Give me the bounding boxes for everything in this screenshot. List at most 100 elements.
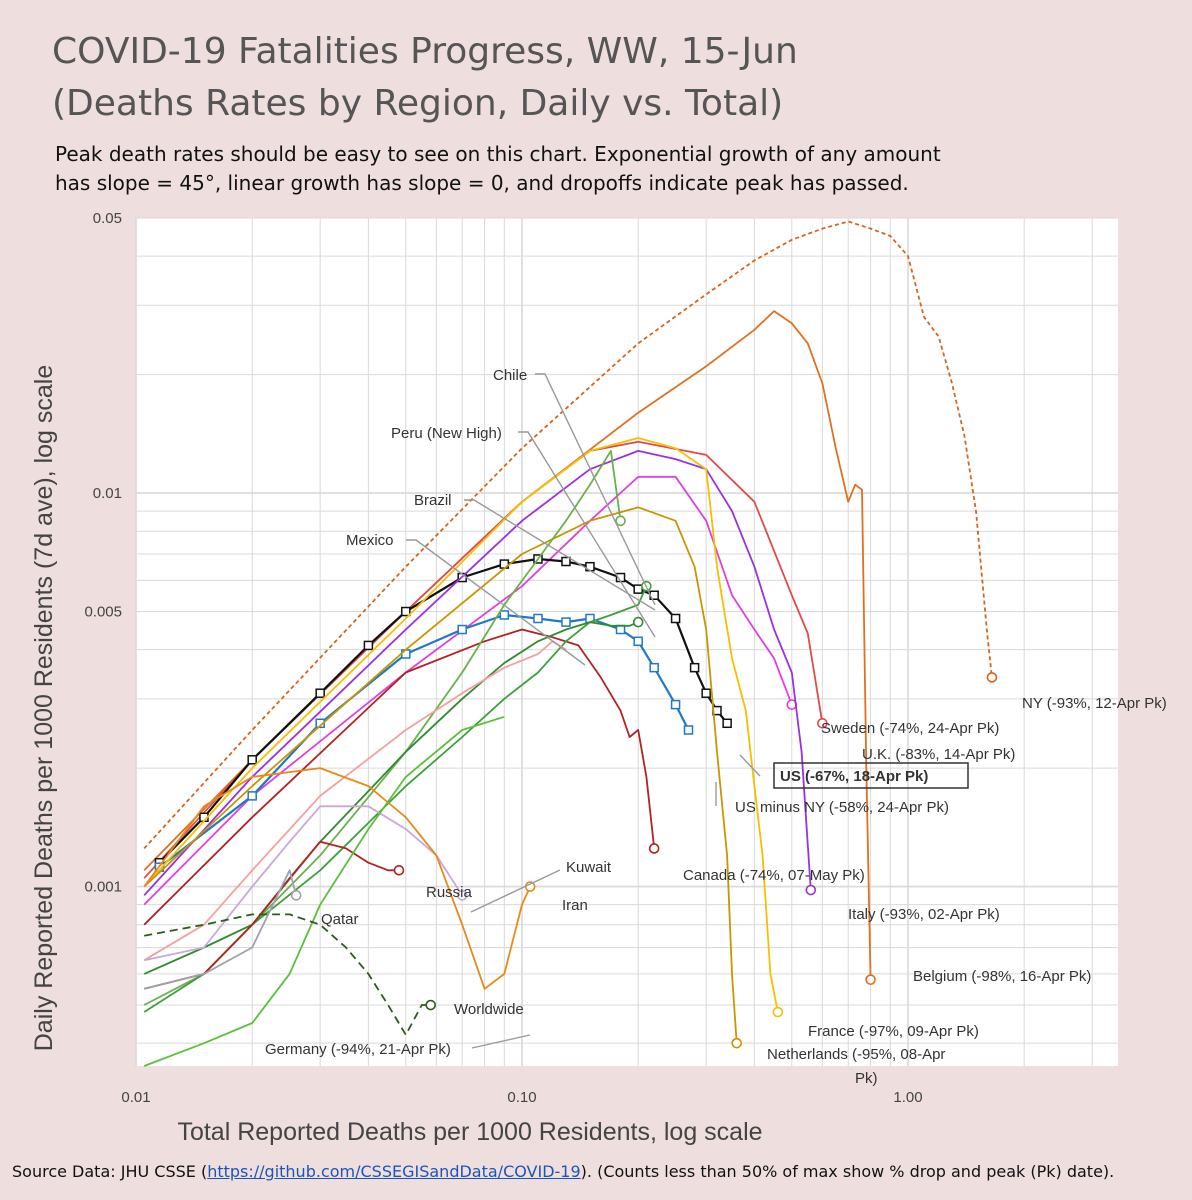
data-point [363,640,374,651]
end-marker [290,890,302,901]
data-point [615,624,626,635]
series-kuwait [144,805,468,962]
annotation-label: US (-67%, 18-Apr Pk) [780,768,928,785]
series-line [143,440,824,879]
series-ny-93-12-apr-pk [143,220,998,850]
series-line [143,715,505,1067]
series-layer [143,220,998,1067]
annotation-label: Iran [562,897,588,914]
annotation-label: NY (-93%, 12-Apr Pk) [1022,695,1167,712]
end-marker [817,717,828,729]
data-point [561,617,571,627]
leader-line [406,539,586,666]
leader-line [518,431,656,638]
leader-line [471,1034,531,1049]
annotation-label: Canada (-74%, 07-May Pk) [683,867,865,884]
series-qatar [143,869,302,990]
end-marker [731,1037,743,1049]
y-tick-label: 0.01 [93,485,122,502]
data-point [401,606,411,617]
chart-title: COVID-19 Fatalities Progress, WW, 15-Jun… [52,26,798,130]
end-marker [805,884,817,896]
series-germany-94-21-apr-pk [143,715,505,1067]
y-axis-label: Daily Reported Deaths per 1000 Residents… [30,365,58,1052]
annotation-label: Italy (-93%, 02-Apr Pk) [848,906,1000,923]
axis-ticks: 0.01 0.10 1.00 0.05 0.01 0.005 0.001 [84,210,922,1106]
end-marker [393,864,405,876]
series-canada-74-07-may-pk [143,628,660,926]
end-marker [865,974,876,985]
y-tick-label: 0.05 [93,210,122,227]
data-point [722,718,732,729]
x-tick-label: 0.10 [507,1089,536,1106]
end-marker [456,890,468,901]
chart-subtitle: Peak death rates should be easy to see o… [55,140,941,198]
series-line [143,475,793,906]
annotation-label: Qatar [321,911,359,928]
end-marker [615,515,626,527]
annotation-label: US minus NY (-58%, 24-Apr Pk) [735,799,949,816]
annotation-label: U.K. (-83%, 14-Apr Pk) [862,746,1015,763]
series-line [144,913,431,1036]
y-tick-label: 0.005 [84,604,122,621]
data-point [701,688,711,698]
subtitle-line-2: has slope = 45°, linear growth has slope… [55,171,909,195]
series-line [143,767,532,990]
data-point [683,725,694,735]
leader-line [739,754,761,777]
annotation-label: Kuwait [566,859,612,876]
series-line [143,506,738,1044]
annotation-label: Worldwide [454,1001,524,1018]
annotation-label: Pk) [855,1070,878,1087]
data-point [689,662,700,673]
plot-background [136,218,1118,1066]
annotation-label: Mexico [346,532,394,549]
annotation-label: Chile [493,367,527,384]
end-marker [986,672,998,683]
end-marker [772,1006,784,1018]
series-mexico [143,640,567,961]
leader-lines [406,373,761,1049]
data-point [649,662,659,673]
annotation-label: Belgium (-98%, 16-Apr Pk) [913,968,1091,985]
data-point [670,613,681,624]
subtitle-line-1: Peak death rates should be easy to see o… [55,142,941,166]
annotation-label: Brazil [414,492,452,509]
y-tick-label: 0.001 [84,879,122,896]
data-point [247,791,257,801]
annotation-label: Peru (New High) [391,425,502,442]
data-point [457,624,467,635]
series-line [143,869,298,990]
title-line-2: (Deaths Rates by Region, Daily vs. Total… [52,83,784,124]
annotation-label: France (-97%, 09-Apr Pk) [808,1023,979,1040]
data-point [533,613,543,624]
x-tick-label: 0.01 [121,1089,150,1106]
series-us-minus-ny-58-24-apr-pk [154,610,694,872]
footer-suffix: ). (Counts less than 50% of max show % d… [580,1162,1115,1181]
annotation-box [773,762,969,789]
end-marker [425,999,436,1011]
series-worldwide [144,913,436,1036]
grid-lines [135,217,1118,1066]
data-point [670,699,681,710]
x-tick-label: 1.00 [893,1089,922,1106]
data-point [315,688,325,698]
series-line [143,449,812,896]
leader-line [470,869,561,913]
series-line [143,840,399,990]
footer-prefix: Source Data: JHU CSSE ( [12,1162,208,1181]
annotation-label: Sweden (-74%, 24-Apr Pk) [821,720,999,737]
annotation-label: Germany (-94%, 21-Apr Pk) [265,1041,451,1058]
source-link[interactable]: https://github.com/CSSEGISandData/COVID-… [207,1162,581,1181]
series-line [144,805,463,962]
end-marker [648,843,660,854]
data-point [633,584,643,594]
title-line-1: COVID-19 Fatalities Progress, WW, 15-Jun [52,31,798,72]
data-point [561,556,571,567]
series-italy-93-02-apr-pk [143,449,817,896]
series-france-97-09-apr-pk [143,437,784,1018]
series-netherlands-95-08-apr-pk [143,506,743,1049]
series-russia [143,840,405,990]
source-footer: Source Data: JHU CSSE (https://github.co… [12,1162,1114,1181]
